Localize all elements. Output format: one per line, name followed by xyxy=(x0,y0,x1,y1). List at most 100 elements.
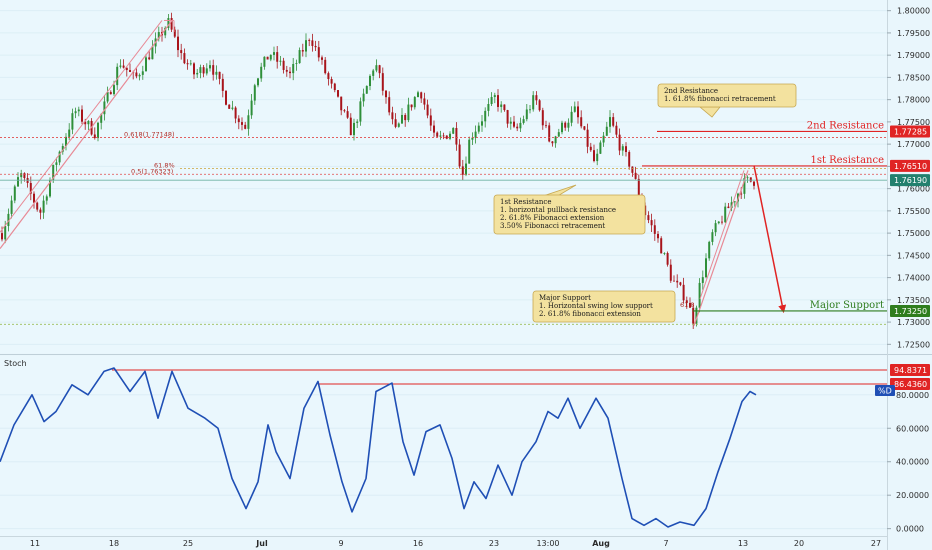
candle-body xyxy=(225,90,227,105)
candle-body xyxy=(301,50,304,52)
candle-body xyxy=(369,75,371,86)
candle-body xyxy=(685,300,688,303)
candle-body xyxy=(669,264,672,281)
candle-body xyxy=(10,200,13,214)
candle-body xyxy=(570,111,573,123)
candle-body xyxy=(461,166,464,175)
candle-body xyxy=(577,106,579,118)
candle-body xyxy=(58,151,61,163)
candle-body xyxy=(183,53,186,64)
time-tick-label: 13:00 xyxy=(536,539,559,548)
callout-box xyxy=(657,83,797,108)
candle-body xyxy=(266,56,269,60)
price-tick-label: 1.79500 xyxy=(897,29,930,38)
candle-body xyxy=(119,65,122,67)
candle-body xyxy=(93,134,96,139)
candle-body xyxy=(548,125,551,142)
candle-body xyxy=(87,120,90,125)
candle-body xyxy=(474,131,477,138)
time-tick-label: 16 xyxy=(413,539,423,548)
candle-body xyxy=(500,104,503,107)
osc-tick-label: 80.0000 xyxy=(896,391,929,400)
candle-body xyxy=(551,141,554,144)
callout-text: 1. 61.8% fibonacci retracement xyxy=(664,95,776,103)
time-tick-label: 23 xyxy=(489,539,499,548)
price-tick-label: 1.73000 xyxy=(897,318,930,327)
candle-body xyxy=(445,135,448,139)
candle-body xyxy=(618,134,621,151)
candle-body xyxy=(612,117,615,126)
candle-body xyxy=(628,152,631,167)
candle-body xyxy=(705,258,707,278)
fib-label: 0.618(1.77148) xyxy=(124,131,175,139)
time-tick-label: 25 xyxy=(183,539,193,548)
candle-body xyxy=(74,111,77,114)
candle-body xyxy=(423,98,426,105)
callout-box xyxy=(532,290,676,323)
candle-body xyxy=(404,114,407,121)
price-badge xyxy=(890,125,930,138)
candle-body xyxy=(676,280,679,283)
candle-body xyxy=(650,220,653,226)
candle-body xyxy=(625,146,627,153)
candle-body xyxy=(663,253,666,254)
price-pane xyxy=(0,0,887,353)
candle-body xyxy=(506,110,509,124)
candle-body xyxy=(487,104,490,111)
callout-text: Major Support xyxy=(539,294,591,302)
candle-body xyxy=(721,221,723,223)
candle-body xyxy=(724,206,727,223)
stochastic-pane: Stoch 80.0000 60.0000 40.0000 20.0000 0.0000 9… xyxy=(0,359,930,534)
candle-body xyxy=(199,67,202,73)
candle-body xyxy=(215,71,218,75)
candle-body xyxy=(231,107,234,109)
candle-body xyxy=(209,65,211,69)
candle-body xyxy=(65,136,67,147)
candle-body xyxy=(621,146,624,151)
candle-body xyxy=(682,284,685,301)
candle-body xyxy=(20,173,23,178)
candle-body xyxy=(244,124,247,129)
candle-body xyxy=(337,90,339,97)
candle-body xyxy=(196,72,199,75)
candle-body xyxy=(308,40,311,41)
price-tick-label: 1.75500 xyxy=(897,207,930,216)
candle-body xyxy=(532,95,535,110)
candle-body xyxy=(39,209,42,213)
candle-body xyxy=(109,92,112,95)
candle-body xyxy=(349,117,352,136)
candle-body xyxy=(637,178,640,196)
candle-body xyxy=(218,71,221,79)
osc-series-badge xyxy=(875,385,895,396)
price-tick-label: 1.77000 xyxy=(897,140,930,149)
candle-body xyxy=(317,47,320,58)
price-tick-label: 1.74000 xyxy=(897,274,930,283)
callout-text: 3.50% Fibonacci retracement xyxy=(500,222,605,230)
candle-body xyxy=(81,109,83,122)
callout-text: 2. 61.8% Fibonacci extension xyxy=(500,214,605,222)
candle-body xyxy=(138,74,141,77)
time-tick-label: Jul xyxy=(255,539,268,548)
candle-body xyxy=(580,117,583,127)
candle-body xyxy=(23,173,26,179)
callout-text: 2. 61.8% fibonacci extension xyxy=(539,310,641,318)
candle-body xyxy=(465,163,467,175)
candle-body xyxy=(113,85,115,95)
candle-body xyxy=(394,119,397,127)
candle-body xyxy=(596,153,599,162)
price-tick-label: 1.72500 xyxy=(897,340,930,349)
time-tick-label: Aug xyxy=(592,539,610,548)
candle-body xyxy=(567,122,570,128)
time-tick-label: 9 xyxy=(338,539,343,548)
candle-body xyxy=(417,92,419,98)
price-badge-label: 1.77285 xyxy=(894,127,927,136)
candle-body xyxy=(557,132,560,137)
candle-body xyxy=(481,121,483,126)
candle-body xyxy=(340,96,343,111)
candle-body xyxy=(695,307,698,324)
candle-body xyxy=(362,93,365,102)
candle-body xyxy=(391,112,394,120)
candle-body xyxy=(708,241,711,259)
